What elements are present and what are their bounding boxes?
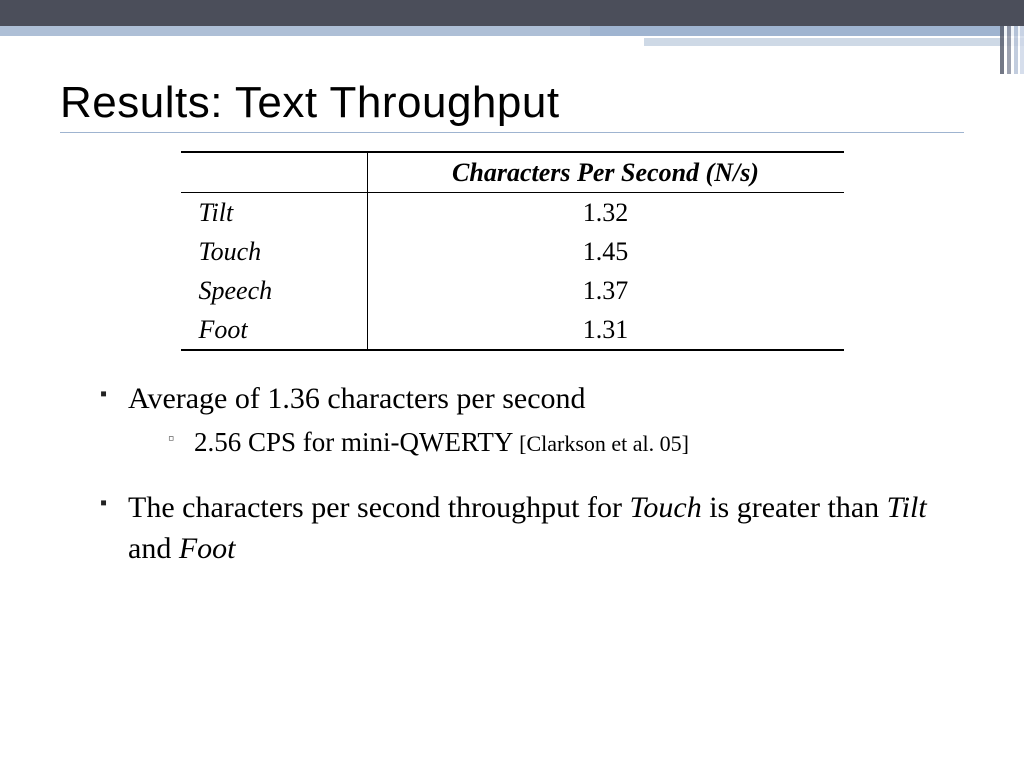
table-header-row: Characters Per Second (N/s) bbox=[181, 152, 844, 193]
row-label: Tilt bbox=[181, 193, 368, 233]
bullet-1-text: Average of 1.36 characters per second bbox=[128, 382, 586, 415]
table-header-cps: Characters Per Second (N/s) bbox=[367, 152, 844, 193]
table-row: Foot 1.31 bbox=[181, 310, 844, 350]
bullet-2-foot: Foot bbox=[179, 532, 236, 565]
bullet-2-and: and bbox=[128, 532, 179, 565]
bullet-2-mid: is greater than bbox=[702, 491, 887, 524]
throughput-table: Characters Per Second (N/s) Tilt 1.32 To… bbox=[181, 151, 844, 351]
sub-bullet-main: 2.56 CPS for mini-QWERTY bbox=[194, 427, 519, 457]
header-dark-bar bbox=[0, 0, 1024, 26]
table-row: Speech 1.37 bbox=[181, 271, 844, 310]
bullet-item-2: The characters per second throughput for… bbox=[100, 488, 964, 569]
slide-body: Results: Text Throughput Characters Per … bbox=[0, 48, 1024, 569]
row-value: 1.32 bbox=[367, 193, 844, 233]
bullet-list: Average of 1.36 characters per second 2.… bbox=[60, 379, 964, 569]
row-label: Foot bbox=[181, 310, 368, 350]
bullet-2-touch: Touch bbox=[629, 491, 701, 524]
accent-stripe-left bbox=[0, 26, 590, 36]
accent-stripe-right-1 bbox=[590, 26, 1024, 36]
table-header-blank bbox=[181, 152, 368, 193]
sub-bullet-citation: [Clarkson et al. 05] bbox=[519, 431, 689, 456]
row-value: 1.37 bbox=[367, 271, 844, 310]
table-row: Touch 1.45 bbox=[181, 232, 844, 271]
header-accent-band bbox=[0, 26, 1024, 48]
table-row: Tilt 1.32 bbox=[181, 193, 844, 233]
bullet-2-pre: The characters per second throughput for bbox=[128, 491, 629, 524]
accent-stripe-right-2 bbox=[644, 38, 1024, 46]
sub-bullet-list: 2.56 CPS for mini-QWERTY [Clarkson et al… bbox=[128, 424, 964, 460]
bullet-2-tilt: Tilt bbox=[887, 491, 927, 524]
title-underline bbox=[60, 132, 964, 133]
row-label: Touch bbox=[181, 232, 368, 271]
sub-bullet-1: 2.56 CPS for mini-QWERTY [Clarkson et al… bbox=[168, 424, 964, 460]
row-value: 1.45 bbox=[367, 232, 844, 271]
right-edge-decoration bbox=[1000, 26, 1024, 74]
row-value: 1.31 bbox=[367, 310, 844, 350]
row-label: Speech bbox=[181, 271, 368, 310]
bullet-item-1: Average of 1.36 characters per second 2.… bbox=[100, 379, 964, 460]
slide-title: Results: Text Throughput bbox=[60, 78, 964, 128]
